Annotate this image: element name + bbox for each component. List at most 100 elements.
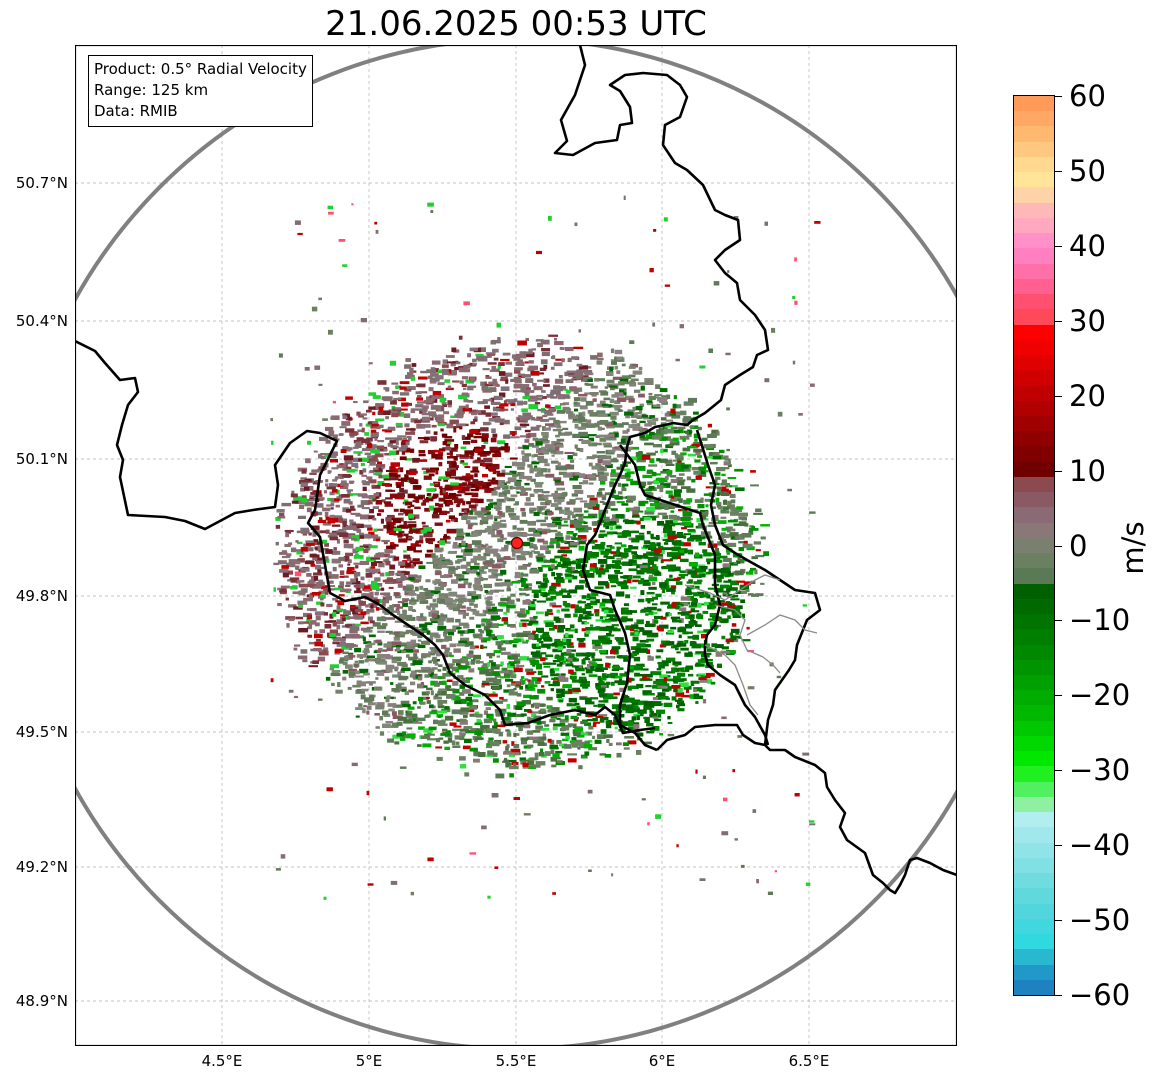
echo-pixel [306,573,312,577]
echo-pixel [556,740,562,744]
echo-pixel [500,419,510,425]
echo-pixel [434,547,443,553]
echo-pixel [538,495,545,500]
echo-pixel [401,689,407,692]
echo-pixel [359,532,364,536]
echo-pixel [521,582,526,588]
echo-pixel [473,555,482,561]
echo-pixel [529,620,539,624]
echo-pixel [651,632,659,638]
echo-pixel [397,583,403,588]
echo-pixel [296,580,305,583]
echo-pixel [413,530,418,533]
echo-pixel [512,531,521,536]
echo-pixel [324,624,332,629]
echo-pixel [448,664,454,669]
echo-pixel [410,670,417,675]
echo-pixel [538,703,545,707]
echo-pixel [408,577,415,581]
echo-pixel [421,654,427,659]
echo-pixel [298,583,309,588]
echo-pixel [425,579,431,583]
echo-pixel [438,561,448,566]
echo-pixel [625,381,630,385]
echo-pixel [373,640,377,643]
echo-pixel [571,567,576,572]
echo-pixel [370,602,378,606]
echo-pixel [687,446,697,449]
echo-pixel [464,492,474,496]
echo-pixel [697,504,705,509]
echo-pixel [611,494,619,498]
echo-pixel [534,402,541,405]
echo-pixel [540,523,547,527]
echo-pixel [471,506,477,511]
echo-pixel [336,609,347,612]
echo-pixel [667,716,671,720]
echo-pixel [493,758,499,763]
echo-pixel [381,623,388,627]
echo-pixel [394,595,402,599]
echo-pixel [554,341,564,346]
echo-pixel [437,625,447,631]
echo-pixel [514,426,522,431]
echo-pixel [487,563,494,567]
echo-pixel [470,608,477,612]
echo-pixel [460,631,464,637]
echo-pixel [299,504,305,509]
echo-pixel [389,493,399,498]
echo-pixel [614,405,621,411]
echo-pixel [581,439,591,444]
echo-pixel [746,626,750,630]
echo-pixel [576,369,583,375]
echo-pixel [603,502,608,505]
echo-pixel [328,585,335,588]
echo-pixel [450,363,456,367]
echo-pixel [527,432,537,438]
echo-pixel [441,644,447,649]
echo-pixel [544,463,550,467]
echo-pixel [639,429,649,432]
echo-pixel [497,472,505,477]
echo-pixel [515,682,521,685]
echo-pixel [386,530,396,534]
echo-pixel [334,498,340,502]
echo-pixel [721,608,728,613]
echo-pixel [430,367,436,371]
echo-pixel [329,633,336,637]
echo-pixel [655,505,662,510]
echo-pixel [585,400,594,406]
echo-pixel [713,568,723,573]
echo-pixel [549,602,557,607]
echo-pixel [426,696,430,699]
echo-pixel [607,433,615,438]
echo-pixel [551,460,559,464]
echo-pixel [618,678,622,682]
echo-pixel [680,516,691,521]
echo-pixel [644,442,654,446]
radar-map [75,45,957,1046]
echo-pixel [358,415,364,418]
echo-pixel [600,541,606,546]
echo-pixel [350,578,357,583]
echo-pixel [583,676,587,681]
echo-pixel [504,443,509,447]
echo-pixel [727,520,738,523]
echo-pixel [363,651,368,656]
echo-pixel [600,550,609,555]
echo-pixel [469,347,478,352]
echo-pixel [717,541,723,546]
echo-pixel [362,448,371,452]
echo-pixel [396,483,402,488]
echo-pixel [619,389,624,394]
echo-pixel [675,522,685,526]
echo-pixel [382,710,389,716]
echo-pixel [611,469,616,474]
echo-pixel [312,557,318,561]
echo-pixel [544,440,550,444]
echo-pixel [631,716,637,721]
echo-pixel [549,643,557,647]
echo-pixel [375,464,386,468]
echo-pixel [633,713,641,717]
echo-pixel [669,498,677,502]
